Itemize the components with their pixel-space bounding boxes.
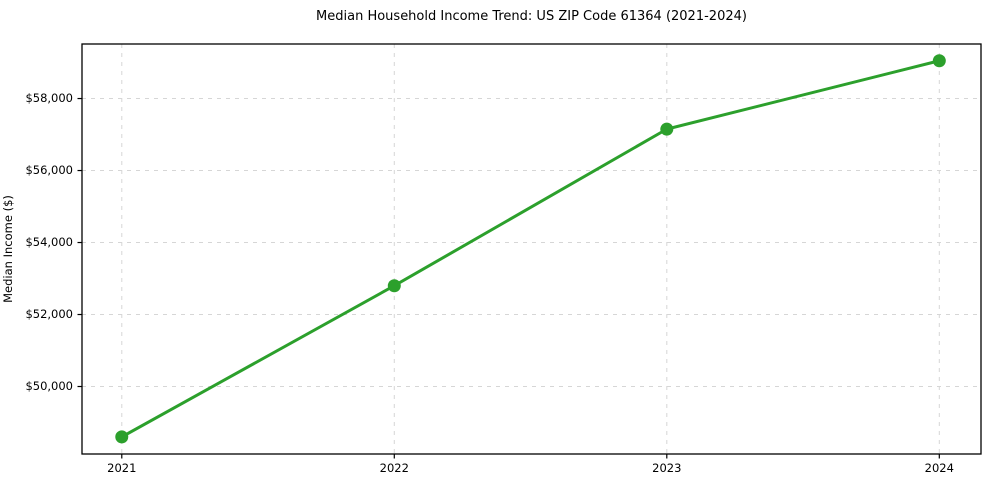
x-tick-label-0: 2021 [107, 461, 136, 475]
chart-title: Median Household Income Trend: US ZIP Co… [316, 9, 747, 24]
income-trend-line [120, 59, 941, 439]
data-point-2024 [932, 54, 946, 68]
y-tick-label-2: $54,000 [25, 235, 73, 249]
data-point-2021 [115, 430, 129, 444]
y-tick-label-4: $58,000 [25, 91, 73, 105]
x-tick-label-2: 2023 [652, 461, 681, 475]
y-tick-label-3: $56,000 [25, 163, 73, 177]
y-tick-label-1: $52,000 [25, 307, 73, 321]
plot-border [81, 43, 982, 455]
data-point-2022 [387, 279, 401, 293]
y-tick-label-0: $50,000 [25, 379, 73, 393]
x-tick-label-3: 2024 [925, 461, 954, 475]
x-tick-label-1: 2022 [380, 461, 409, 475]
data-point-2023 [660, 122, 674, 136]
